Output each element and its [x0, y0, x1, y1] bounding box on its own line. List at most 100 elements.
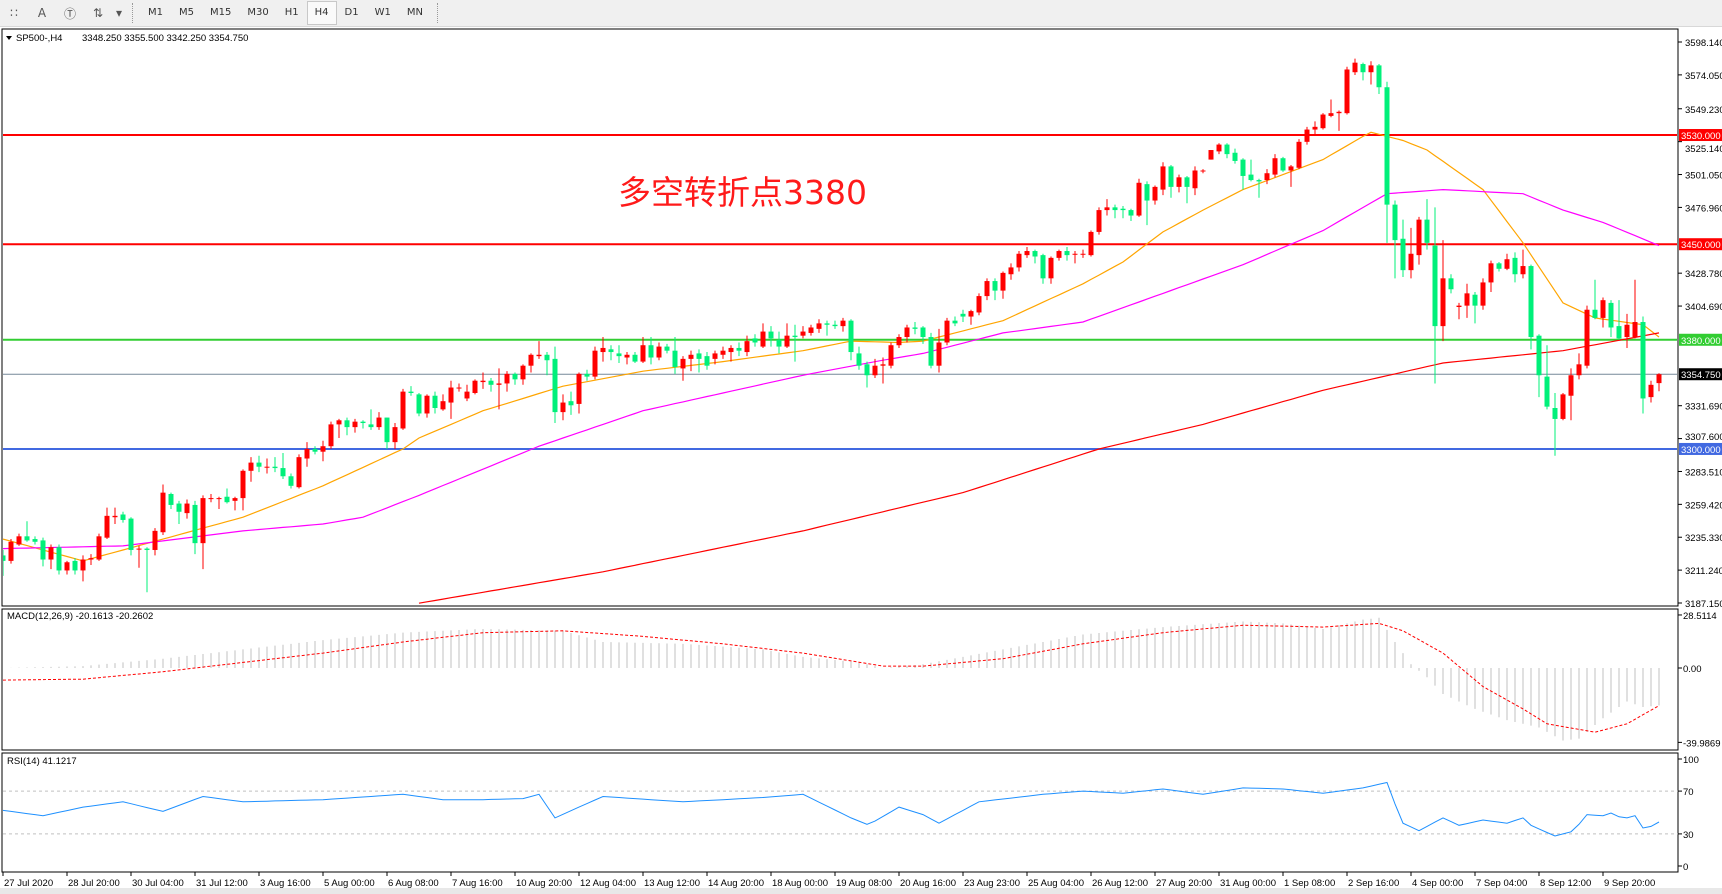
timeframe-m30-button[interactable]: M30	[247, 7, 269, 18]
timeframe-m15-button[interactable]: M15	[210, 7, 232, 18]
candle[interactable]	[1552, 392, 1558, 456]
candle[interactable]	[416, 392, 422, 417]
candle[interactable]	[72, 558, 78, 575]
candle[interactable]	[248, 457, 254, 482]
candle[interactable]	[728, 345, 734, 362]
candle[interactable]	[600, 337, 606, 362]
candle[interactable]	[216, 496, 222, 510]
candle[interactable]	[632, 352, 638, 363]
candle[interactable]	[1304, 126, 1310, 145]
candle[interactable]	[568, 391, 574, 415]
candle[interactable]	[1144, 181, 1150, 226]
candle[interactable]	[24, 521, 30, 542]
candle[interactable]	[1240, 158, 1246, 190]
candle[interactable]	[1288, 165, 1294, 187]
candle[interactable]	[768, 326, 774, 347]
candle[interactable]	[280, 453, 286, 479]
candle[interactable]	[840, 317, 846, 332]
candle[interactable]	[1184, 175, 1190, 204]
candle[interactable]	[512, 372, 518, 385]
candle[interactable]	[688, 350, 694, 372]
candle[interactable]	[1528, 264, 1534, 350]
candle[interactable]	[384, 417, 390, 449]
candle[interactable]	[64, 560, 70, 575]
collapse-triangle-icon[interactable]	[6, 36, 12, 40]
candle[interactable]	[1448, 274, 1454, 294]
candle[interactable]	[1376, 64, 1382, 95]
candle[interactable]	[80, 555, 86, 582]
candle[interactable]	[1080, 249, 1086, 258]
candle[interactable]	[1176, 174, 1182, 193]
candle[interactable]	[392, 423, 398, 449]
candle[interactable]	[544, 352, 550, 376]
candle[interactable]	[1440, 240, 1446, 342]
candle[interactable]	[1272, 154, 1278, 178]
candle[interactable]	[1520, 249, 1526, 279]
candle[interactable]	[344, 417, 350, 436]
candle[interactable]	[336, 418, 342, 439]
candle[interactable]	[1024, 246, 1030, 258]
candle[interactable]	[976, 293, 982, 316]
candle[interactable]	[184, 499, 190, 519]
candle[interactable]	[192, 500, 198, 555]
candle[interactable]	[208, 494, 214, 503]
candle[interactable]	[960, 309, 966, 323]
candle[interactable]	[1016, 251, 1022, 272]
candle[interactable]	[784, 323, 790, 348]
candle[interactable]	[1048, 256, 1054, 284]
candle[interactable]	[256, 455, 262, 473]
candle[interactable]	[104, 507, 110, 540]
candle[interactable]	[656, 342, 662, 361]
candle[interactable]	[288, 473, 294, 489]
candle[interactable]	[1128, 208, 1134, 222]
candle[interactable]	[1000, 271, 1006, 299]
candle[interactable]	[1248, 159, 1254, 182]
candle[interactable]	[824, 320, 830, 336]
candle[interactable]	[968, 309, 974, 325]
candle[interactable]	[112, 507, 118, 525]
candle[interactable]	[520, 364, 526, 385]
candle[interactable]	[648, 337, 654, 365]
candle[interactable]	[1584, 305, 1590, 369]
timeframe-mn-button[interactable]: MN	[406, 7, 423, 18]
horizontal-scrollbar[interactable]	[0, 888, 1722, 894]
candle[interactable]	[984, 278, 990, 301]
candle[interactable]	[408, 386, 414, 396]
candle[interactable]	[1224, 143, 1230, 159]
candle[interactable]	[872, 358, 878, 378]
candle[interactable]	[152, 528, 158, 556]
candle[interactable]	[496, 368, 502, 410]
candle[interactable]	[224, 488, 230, 504]
candle[interactable]	[160, 484, 166, 535]
candle[interactable]	[400, 388, 406, 430]
candle[interactable]	[200, 495, 206, 570]
candle[interactable]	[56, 544, 62, 575]
candle[interactable]	[1608, 300, 1614, 338]
timeframe-w1-button[interactable]: W1	[374, 7, 391, 18]
candle[interactable]	[1312, 121, 1318, 136]
candle[interactable]	[904, 324, 910, 343]
candle[interactable]	[1400, 219, 1406, 277]
candle[interactable]	[1536, 334, 1542, 398]
dropdown-icon[interactable]: ▾	[115, 6, 123, 20]
candle[interactable]	[888, 342, 894, 369]
candle[interactable]	[1456, 302, 1462, 320]
candle[interactable]	[1328, 99, 1334, 118]
candle[interactable]	[1104, 199, 1110, 216]
candle[interactable]	[272, 457, 278, 473]
candle[interactable]	[48, 544, 54, 570]
candle[interactable]	[624, 352, 630, 365]
candle[interactable]	[1480, 278, 1486, 310]
candle[interactable]	[1264, 169, 1270, 185]
candle[interactable]	[96, 533, 102, 561]
candle[interactable]	[376, 412, 382, 430]
candle[interactable]	[368, 409, 374, 430]
candle[interactable]	[464, 384, 470, 402]
candle[interactable]	[592, 346, 598, 380]
candle[interactable]	[736, 342, 742, 357]
candle[interactable]	[1008, 263, 1014, 280]
candle[interactable]	[1504, 253, 1510, 271]
candle[interactable]	[8, 539, 14, 564]
candle[interactable]	[232, 496, 238, 511]
